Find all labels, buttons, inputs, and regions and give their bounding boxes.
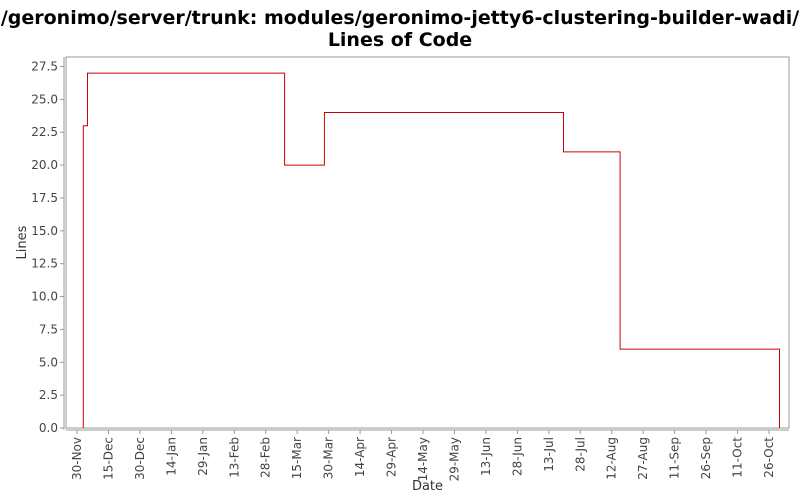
y-tick-label: 22.5 [31,125,58,139]
y-tick-label: 7.5 [39,322,58,336]
x-axis: 30-Nov 15-Dec 30-Dec 14-Jan 29-Jan 13-Feb 28-F… [66,429,789,481]
x-tick-label: 14-Apr [353,437,367,477]
y-axis: 0.0 2.5 5.0 7.5 10.0 12.5 15.0 17.5 20.0 22.5 25.0… [31,57,65,435]
x-tick-label: 11-Sep [668,437,682,479]
y-tick-label: 27.5 [31,60,58,74]
y-tick-label: 25.0 [31,92,58,106]
x-tick-label: 26-Oct [762,437,776,478]
x-tick-label: 29-May [447,437,461,481]
x-tick-label: 27-Aug [636,437,650,480]
y-tick-label: 10.0 [31,290,58,304]
chart-title: /geronimo/server/trunk: modules/geronimo… [0,7,800,29]
x-tick-label: 15-Mar [290,437,304,479]
x-tick-label: 13-Jun [479,437,493,476]
y-tick-label: 15.0 [31,224,58,238]
x-tick-label: 28-Jul [573,437,587,472]
x-axis-label: Date [412,479,443,494]
x-tick-label: 30-Dec [133,437,147,480]
x-tick-label: 30-Mar [322,437,336,479]
x-tick-label: 26-Sep [699,437,713,479]
x-tick-label: 13-Feb [227,437,241,478]
x-tick-label: 28-Jun [510,437,524,476]
y-tick-label: 12.5 [31,257,58,271]
x-tick-label: 29-Apr [385,437,399,477]
x-tick-label: 28-Feb [259,437,273,478]
x-tick-label: 13-Jul [542,437,556,472]
x-tick-label: 29-Jan [196,437,210,476]
x-tick-label: 11-Oct [731,437,745,478]
x-tick-label: 14-Jan [164,437,178,476]
series-layer [82,72,780,428]
y-tick-label: 5.0 [39,355,58,369]
y-tick-label: 17.5 [31,191,58,205]
series-line-0 [82,72,780,428]
chart-subtitle: Lines of Code [327,29,473,51]
x-tick-label: 12-Aug [605,437,619,480]
y-tick-label: 20.0 [31,158,58,172]
y-tick-label: 2.5 [39,388,58,402]
x-tick-label: 15-Dec [101,437,115,480]
y-axis-label: Lines [15,225,30,259]
plot-area [65,56,790,429]
x-tick-label: 30-Nov [70,437,84,480]
x-tick-label: 14-May [416,437,430,481]
y-tick-label: 0.0 [39,421,58,435]
